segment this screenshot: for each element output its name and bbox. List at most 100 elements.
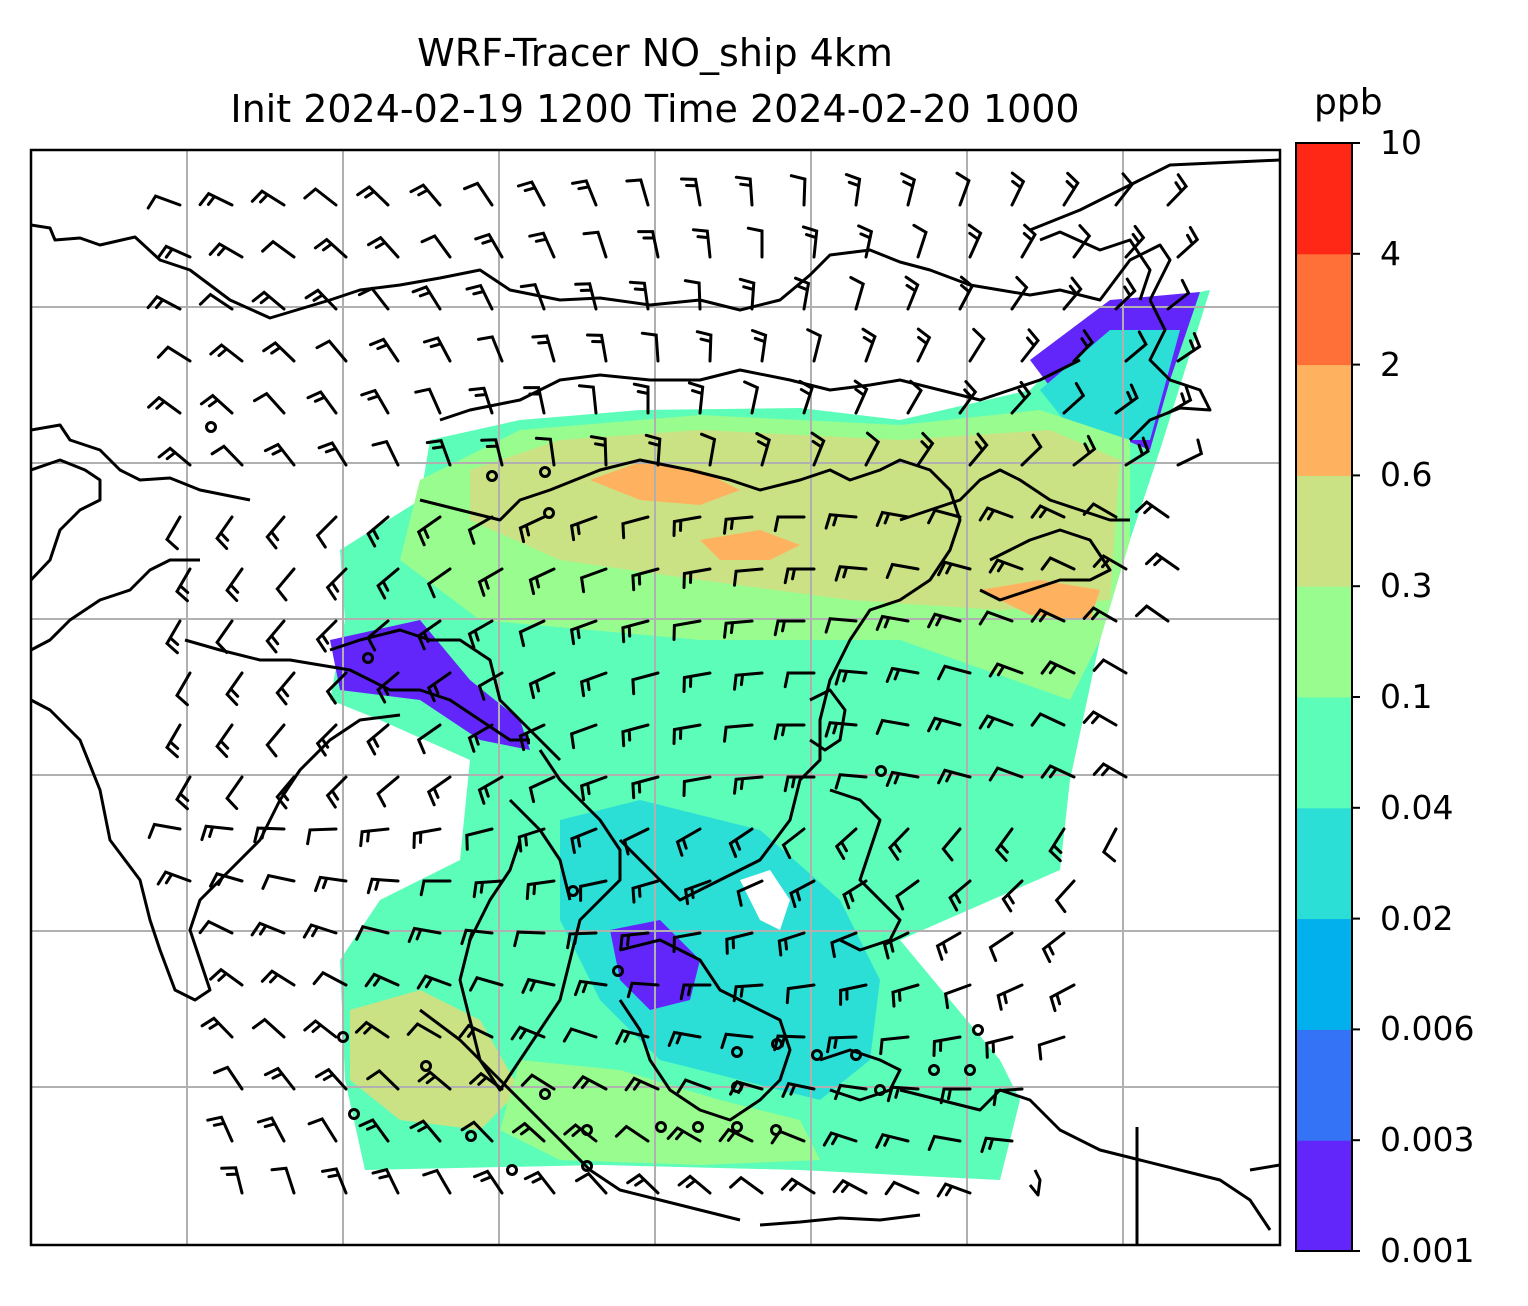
wind-barb bbox=[718, 1127, 754, 1143]
wind-barb bbox=[313, 237, 348, 259]
wind-barb bbox=[579, 671, 608, 698]
wind-barb bbox=[968, 432, 989, 467]
wind-barb bbox=[416, 619, 442, 651]
wind-barb bbox=[1010, 171, 1026, 207]
wind-barb bbox=[824, 513, 858, 530]
field-purple-band bbox=[330, 620, 530, 750]
wind-barb bbox=[1114, 383, 1139, 415]
wind-barb bbox=[156, 244, 192, 260]
wind-barbs bbox=[146, 171, 1204, 1198]
wind-barb bbox=[1010, 380, 1032, 415]
wind-barb bbox=[569, 619, 598, 646]
wind-barb bbox=[209, 967, 244, 987]
calm-wind-marker bbox=[874, 1084, 886, 1096]
wind-barb bbox=[875, 1132, 910, 1149]
wind-barb bbox=[364, 972, 400, 988]
wind-barb bbox=[723, 619, 754, 639]
wind-barb bbox=[356, 184, 390, 207]
wind-barb bbox=[1092, 762, 1128, 779]
calm-wind-marker bbox=[486, 470, 498, 482]
wind-barb bbox=[419, 879, 452, 897]
wind-barb bbox=[927, 1134, 962, 1151]
wind-barb bbox=[844, 173, 862, 207]
colorbar-tick-label: 0.04 bbox=[1380, 787, 1454, 827]
colorbar-band bbox=[1296, 586, 1352, 698]
wind-barb bbox=[474, 232, 504, 259]
calm-wind-marker bbox=[543, 507, 555, 519]
wind-barb bbox=[215, 515, 234, 550]
wind-barb bbox=[1166, 278, 1191, 311]
wind-barb bbox=[1124, 224, 1146, 259]
colorbar-tick-label: 0.1 bbox=[1380, 677, 1433, 716]
wind-barb bbox=[1041, 931, 1066, 964]
wind-barb bbox=[571, 179, 598, 207]
wind-barb bbox=[1092, 554, 1128, 571]
wind-barb bbox=[477, 567, 504, 597]
wind-barb bbox=[511, 1121, 546, 1143]
wind-barb bbox=[1135, 500, 1170, 519]
wind-barb bbox=[1054, 879, 1076, 914]
wind-barb bbox=[937, 560, 972, 577]
wind-barb bbox=[886, 1085, 920, 1103]
wind-barb bbox=[624, 1076, 660, 1092]
calm-wind-marker bbox=[539, 1088, 551, 1100]
wind-barb bbox=[306, 390, 338, 415]
wind-barb bbox=[253, 826, 286, 844]
wind-barb bbox=[165, 619, 182, 655]
wind-barb bbox=[1072, 329, 1095, 363]
wind-barb bbox=[586, 333, 608, 363]
wind-barb bbox=[1082, 710, 1118, 727]
wind-barb bbox=[1030, 712, 1066, 727]
wind-barb bbox=[887, 827, 910, 861]
calm-wind-marker bbox=[612, 965, 624, 977]
wind-barb bbox=[935, 931, 962, 961]
wind-barb bbox=[839, 983, 868, 1006]
wind-barb bbox=[672, 931, 702, 953]
wind-barb bbox=[834, 669, 868, 686]
wind-barb bbox=[366, 723, 390, 756]
calm-wind-marker bbox=[770, 1124, 782, 1136]
wind-barb bbox=[409, 183, 442, 207]
wind-barb bbox=[528, 671, 556, 700]
wind-barb bbox=[781, 1081, 816, 1098]
colorbar-band bbox=[1296, 143, 1352, 255]
wind-barb bbox=[680, 177, 702, 207]
wind-barb bbox=[458, 1023, 494, 1039]
map-title-line1: WRF-Tracer NO_ship 4km bbox=[417, 31, 893, 75]
colorbar-band bbox=[1296, 807, 1352, 920]
wind-barb bbox=[1020, 433, 1043, 467]
wind-barb bbox=[1062, 171, 1080, 207]
wind-barb bbox=[1092, 658, 1128, 675]
wind-barb bbox=[733, 567, 764, 587]
colorbar-tick-label: 0.001 bbox=[1380, 1231, 1475, 1270]
wind-barb bbox=[628, 280, 650, 311]
wind-barb bbox=[528, 775, 556, 804]
wind-barb bbox=[270, 1166, 296, 1195]
wind-barb bbox=[755, 432, 771, 467]
colorbar-band bbox=[1296, 1140, 1352, 1252]
wind-barb bbox=[263, 1066, 296, 1091]
wind-barb bbox=[275, 567, 296, 602]
wind-barb bbox=[460, 928, 494, 946]
wind-barb bbox=[927, 508, 962, 525]
wind-barb bbox=[582, 230, 608, 259]
wind-barb bbox=[422, 336, 452, 363]
wind-barb bbox=[785, 983, 816, 1005]
calm-wind-markers bbox=[205, 421, 984, 1176]
wind-barb bbox=[614, 1124, 650, 1143]
wind-barb bbox=[832, 1178, 868, 1195]
wind-barb bbox=[936, 1182, 972, 1198]
wind-barb bbox=[723, 723, 754, 743]
wind-barb bbox=[619, 931, 650, 952]
map-frame bbox=[29, 148, 1282, 1247]
wind-barb bbox=[985, 1035, 1014, 1059]
wind-barb bbox=[409, 1119, 442, 1143]
wind-barb bbox=[895, 879, 920, 911]
wind-barb bbox=[579, 567, 608, 594]
wind-barb bbox=[1062, 276, 1083, 311]
wind-barb bbox=[631, 775, 660, 800]
colorbar-band bbox=[1296, 364, 1352, 476]
wind-barb bbox=[621, 723, 650, 748]
wind-barb bbox=[213, 1065, 244, 1091]
wind-barb bbox=[523, 386, 546, 415]
